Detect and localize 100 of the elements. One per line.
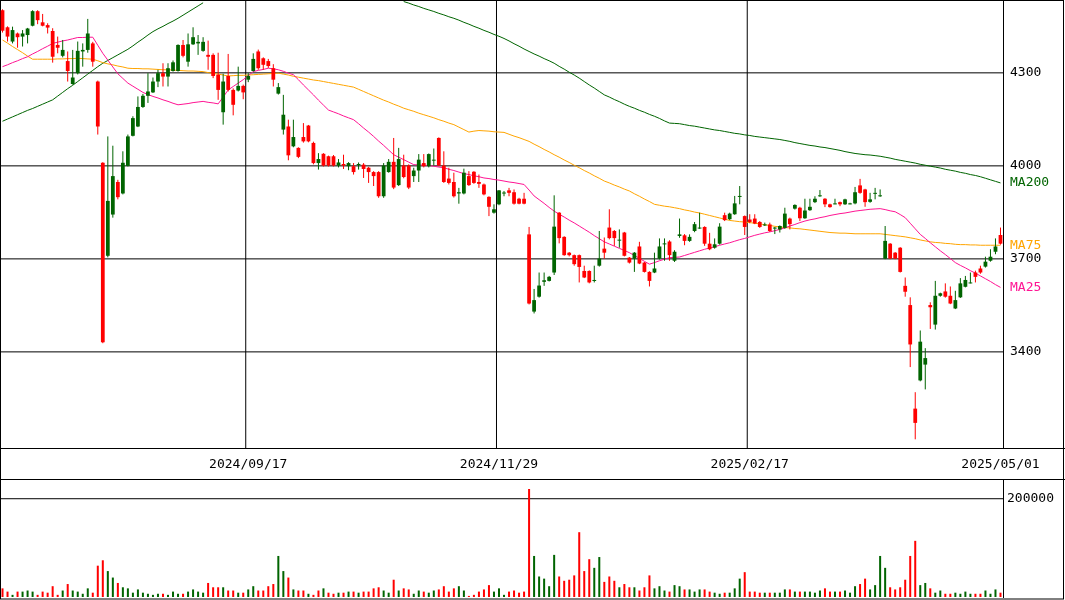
series-label: MA25	[1010, 278, 1042, 294]
bar	[442, 586, 445, 597]
bar	[648, 575, 651, 597]
bar	[568, 579, 571, 597]
bar	[593, 567, 596, 597]
bar	[227, 590, 230, 597]
bar	[362, 591, 365, 597]
candlestick	[406, 163, 411, 190]
bar	[76, 591, 79, 597]
candlestick	[883, 225, 888, 260]
candlestick	[803, 198, 807, 220]
bar	[924, 582, 927, 597]
bar	[282, 571, 285, 597]
bar	[81, 593, 84, 597]
bar	[71, 590, 74, 597]
bar	[177, 593, 180, 597]
bar	[312, 594, 315, 597]
bar	[793, 591, 796, 597]
bar	[558, 576, 561, 597]
bar	[477, 591, 480, 597]
bar	[914, 540, 917, 597]
bar	[156, 593, 159, 597]
candlestick	[782, 207, 787, 230]
bar	[828, 591, 831, 597]
bar	[543, 578, 546, 597]
bar	[939, 590, 942, 597]
bar	[482, 589, 485, 597]
candlestick	[833, 198, 837, 205]
bar	[979, 593, 982, 597]
bar	[603, 581, 606, 597]
bar	[964, 591, 967, 597]
candlestick	[70, 49, 75, 86]
candlestick	[818, 189, 822, 198]
bar	[277, 555, 280, 597]
y-tick-label: 4000	[1010, 157, 1042, 173]
bar	[834, 591, 836, 597]
bar	[613, 580, 616, 597]
candlestick	[677, 218, 682, 239]
bar	[121, 587, 124, 597]
bar	[889, 587, 892, 597]
bar	[136, 589, 139, 597]
bar	[272, 584, 275, 597]
y-tick-label: 4300	[1010, 64, 1042, 80]
bar	[523, 591, 526, 597]
bar	[929, 588, 932, 597]
candlestick	[808, 198, 812, 212]
candlestick	[256, 49, 261, 71]
bar	[974, 593, 977, 597]
bar	[528, 489, 531, 597]
bar	[297, 590, 300, 597]
bar	[638, 590, 641, 597]
bar	[733, 588, 736, 597]
bar	[51, 586, 54, 597]
candlestick	[492, 203, 496, 215]
candlestick	[597, 230, 602, 268]
bar	[452, 588, 455, 597]
bar	[161, 593, 164, 597]
bar	[106, 571, 109, 597]
bar	[538, 576, 541, 597]
bar	[21, 591, 24, 597]
bar	[854, 586, 857, 597]
bar	[743, 572, 746, 597]
bar	[533, 555, 536, 597]
candlestick	[156, 69, 160, 88]
bar	[748, 591, 751, 597]
bar	[247, 589, 250, 597]
bar	[36, 594, 39, 597]
bar	[703, 589, 706, 597]
bar	[959, 593, 962, 597]
bar	[563, 580, 566, 597]
bar	[172, 591, 175, 597]
bar	[472, 594, 475, 597]
bar	[503, 594, 506, 597]
bar	[513, 590, 516, 597]
bar	[989, 593, 992, 597]
bar	[497, 588, 500, 597]
bar	[41, 591, 44, 597]
bar	[738, 578, 741, 597]
bar	[56, 594, 59, 597]
bar	[994, 589, 997, 597]
bar	[969, 593, 972, 597]
candlestick	[873, 187, 877, 200]
bar	[367, 591, 370, 597]
bar	[663, 590, 666, 597]
bar	[11, 594, 14, 597]
bar	[718, 593, 721, 597]
bar	[447, 591, 450, 597]
bar	[417, 590, 420, 597]
candlestick	[85, 18, 90, 54]
bar	[397, 590, 400, 597]
bar	[578, 532, 581, 597]
candlestick	[231, 87, 236, 116]
candlestick	[737, 185, 742, 205]
candlestick	[65, 50, 70, 83]
candlestick	[416, 153, 421, 183]
candlestick	[958, 277, 963, 299]
candlestick	[236, 66, 241, 92]
candlestick	[271, 63, 276, 87]
candlestick	[787, 217, 792, 230]
bar	[643, 587, 646, 597]
